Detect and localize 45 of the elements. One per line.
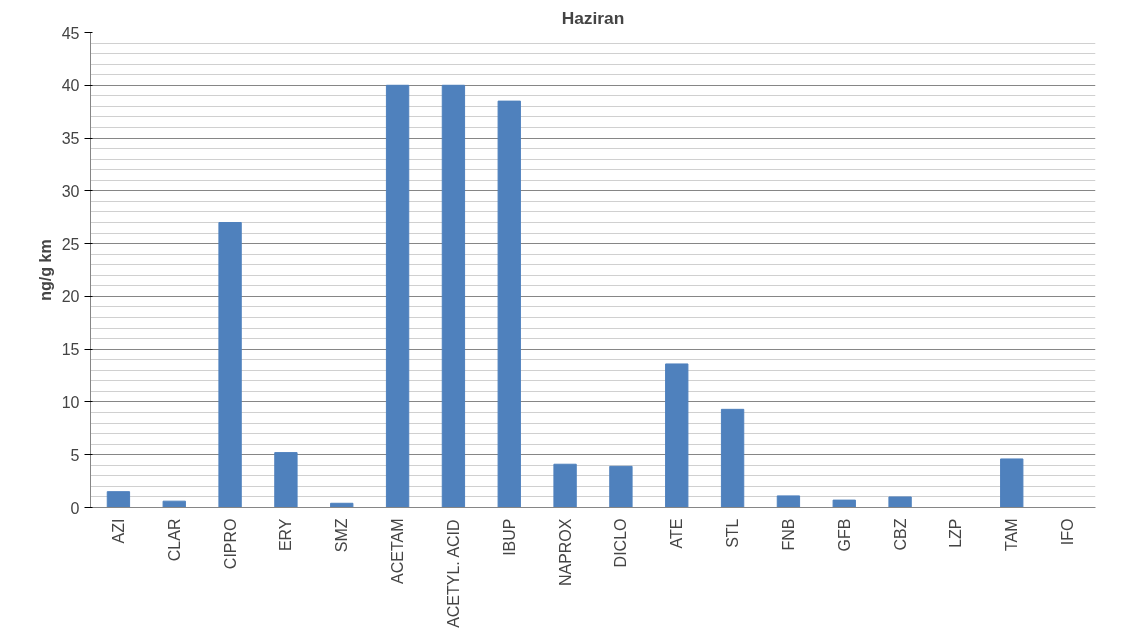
y-tick-label: 35 xyxy=(61,130,80,148)
y-tick-label: 20 xyxy=(61,288,80,306)
x-tick-label: AZI xyxy=(109,518,127,544)
bar xyxy=(497,100,521,508)
bar xyxy=(776,495,801,508)
bar xyxy=(665,363,689,508)
y-tick-label: 10 xyxy=(61,393,80,411)
x-tick-label: ATE xyxy=(668,518,686,549)
x-tick-label: ACETAM xyxy=(389,518,407,584)
x-tick-label: NAPROX xyxy=(556,518,574,587)
bar xyxy=(274,452,298,508)
x-tick-label: CIPRO xyxy=(221,518,239,570)
bar xyxy=(553,463,577,508)
x-tick-label: STL xyxy=(724,518,742,548)
y-tick-label: 30 xyxy=(61,182,80,200)
y-tick-label: 25 xyxy=(61,235,80,253)
x-tick-label: CBZ xyxy=(891,518,909,551)
bar xyxy=(218,222,242,508)
y-tick-label: 15 xyxy=(61,341,80,359)
bar xyxy=(1000,458,1024,508)
y-tick-label: 0 xyxy=(70,499,80,517)
bar xyxy=(888,496,912,508)
x-tick-label: CLAR xyxy=(165,518,183,562)
bar xyxy=(441,84,466,508)
bar xyxy=(106,491,131,508)
bar xyxy=(832,499,856,508)
bar xyxy=(720,408,745,508)
bar xyxy=(162,500,186,508)
x-tick-label: SMZ xyxy=(333,518,351,553)
x-tick-label: IBUP xyxy=(500,518,518,556)
chart-title: Haziran xyxy=(561,7,625,28)
x-tick-label: ERY xyxy=(277,518,295,552)
bar xyxy=(609,465,633,508)
y-tick-label: 5 xyxy=(70,446,80,464)
y-axis-title: ng/g km xyxy=(36,239,54,301)
bar xyxy=(385,84,410,508)
x-tick-label: DICLO xyxy=(612,518,630,568)
x-tick-label: IFO xyxy=(1059,518,1077,546)
x-tick-label: TAM xyxy=(1003,518,1021,552)
x-tick-label: LZP xyxy=(947,518,965,548)
x-tick-label: FNB xyxy=(779,518,797,551)
x-tick-label: ACETYL. ACID xyxy=(444,519,462,628)
y-tick-label: 45 xyxy=(61,24,80,42)
x-tick-label: GFB xyxy=(835,518,853,552)
y-tick-label: 40 xyxy=(61,77,80,95)
